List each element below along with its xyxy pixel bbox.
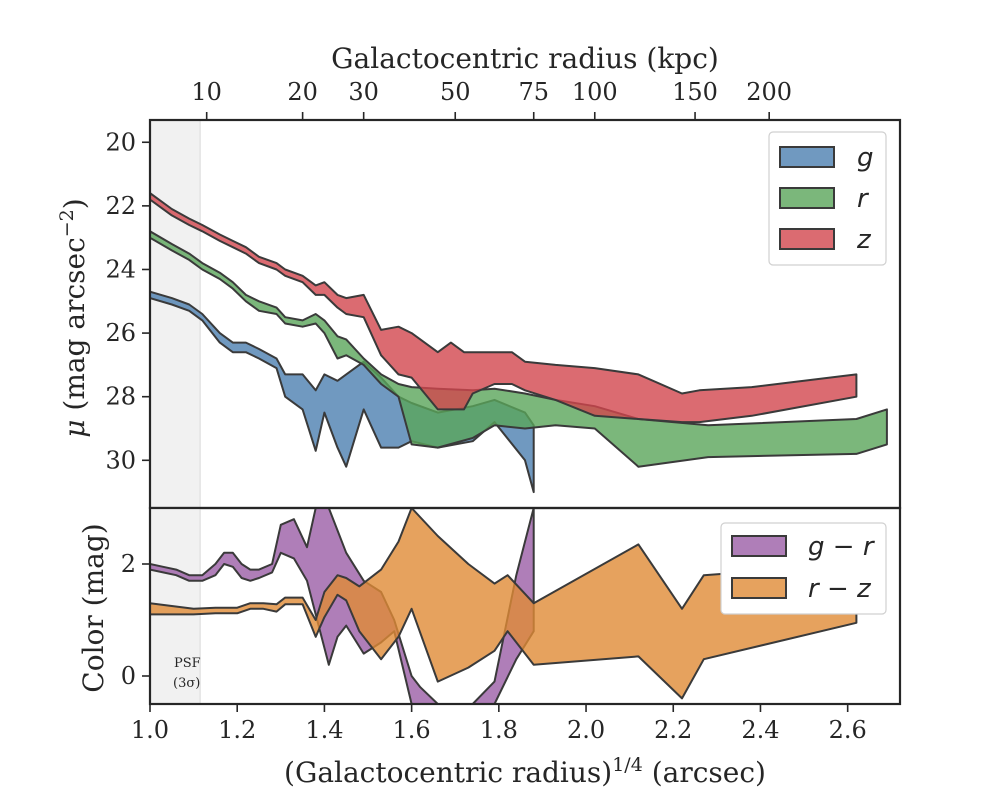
color-legend: g − r r − z [720,522,887,615]
legend-swatch-g [779,146,835,168]
color-legend-swatch-g-minus-r [731,535,787,557]
y-tick-label-24: 24 [105,255,136,283]
color-y-axis-title: Color (mag) [77,523,110,692]
kpc-tick-label-20: 20 [287,78,318,106]
legend-label-z: z [856,225,872,255]
legend-label-r: r [857,184,870,214]
top-y-axis-title: μ (mag arcsec−2) [56,198,91,437]
color-bands [150,508,858,704]
x-tick-label-1.4: 1.4 [305,716,343,744]
y-tick-label-28: 28 [105,383,136,411]
x-tick-label-1.0: 1.0 [131,716,169,744]
kpc-tick-label-10: 10 [191,78,222,106]
x-tick-label-2.6: 2.6 [829,716,867,744]
legend-swatch-z [779,228,835,250]
band-r-minus-z [150,508,858,700]
bottom-y-ticks: 02 [121,550,150,690]
bottom-panel-frame [148,506,902,706]
top-legend: grz [768,131,887,266]
kpc-tick-label-30: 30 [348,78,379,106]
legend-label-g: g [857,143,874,173]
x-tick-label-1.6: 1.6 [393,716,431,744]
kpc-tick-label-200: 200 [746,78,792,106]
band-r [150,230,888,468]
kpc-tick-label-150: 150 [672,78,718,106]
kpc-tick-label-50: 50 [440,78,471,106]
psf-sigma-label: (3σ) [173,676,200,691]
top-y-ticks: 20 22 24 26 28 30 [105,128,150,474]
kpc-tick-label-100: 100 [572,78,618,106]
y-tick-label-22: 22 [105,192,136,220]
surface-brightness-panel: 20 22 24 26 28 30 10 20 30 50 75 100 150 200 Galacto… [56,42,902,510]
kpc-tick-label-75: 75 [518,78,549,106]
y-tick-label-26: 26 [105,319,136,347]
bottom-x-ticks: 1.0 1.2 1.4 1.6 1.8 2.0 2.2 2.4 2.6 [131,704,867,744]
kpc-axis-title: Galactocentric radius (kpc) [331,42,719,75]
y-tick-label-30: 30 [105,446,136,474]
psf-region-top [150,120,201,508]
psf-label: PSF [174,656,201,671]
color-y-tick-label-0: 0 [121,662,136,690]
x-tick-label-2.0: 2.0 [567,716,605,744]
color-y-tick-label-2: 2 [121,550,136,578]
color-panel: 02 1.0 1.2 1.4 1.6 1.8 2.0 2.2 2.4 2.6 PSF (3σ) … [77,506,902,789]
x-axis-title: (Galactocentric radius)1/4 (arcsec) [284,754,766,789]
legend-swatch-r [779,187,835,209]
x-tick-label-2.4: 2.4 [741,716,779,744]
color-legend-label-g-minus-r: g − r [808,532,876,562]
x-tick-label-1.8: 1.8 [480,716,518,744]
x-tick-label-1.2: 1.2 [218,716,256,744]
band-z [150,192,858,424]
y-tick-label-20: 20 [105,128,136,156]
kpc-axis-ticks: 10 20 30 50 75 100 150 200 [191,78,792,120]
x-tick-label-2.2: 2.2 [654,716,692,744]
color-legend-swatch-r-minus-z [731,577,787,599]
surface-brightness-bands [150,192,888,494]
color-legend-label-r-minus-z: r − z [808,574,872,604]
